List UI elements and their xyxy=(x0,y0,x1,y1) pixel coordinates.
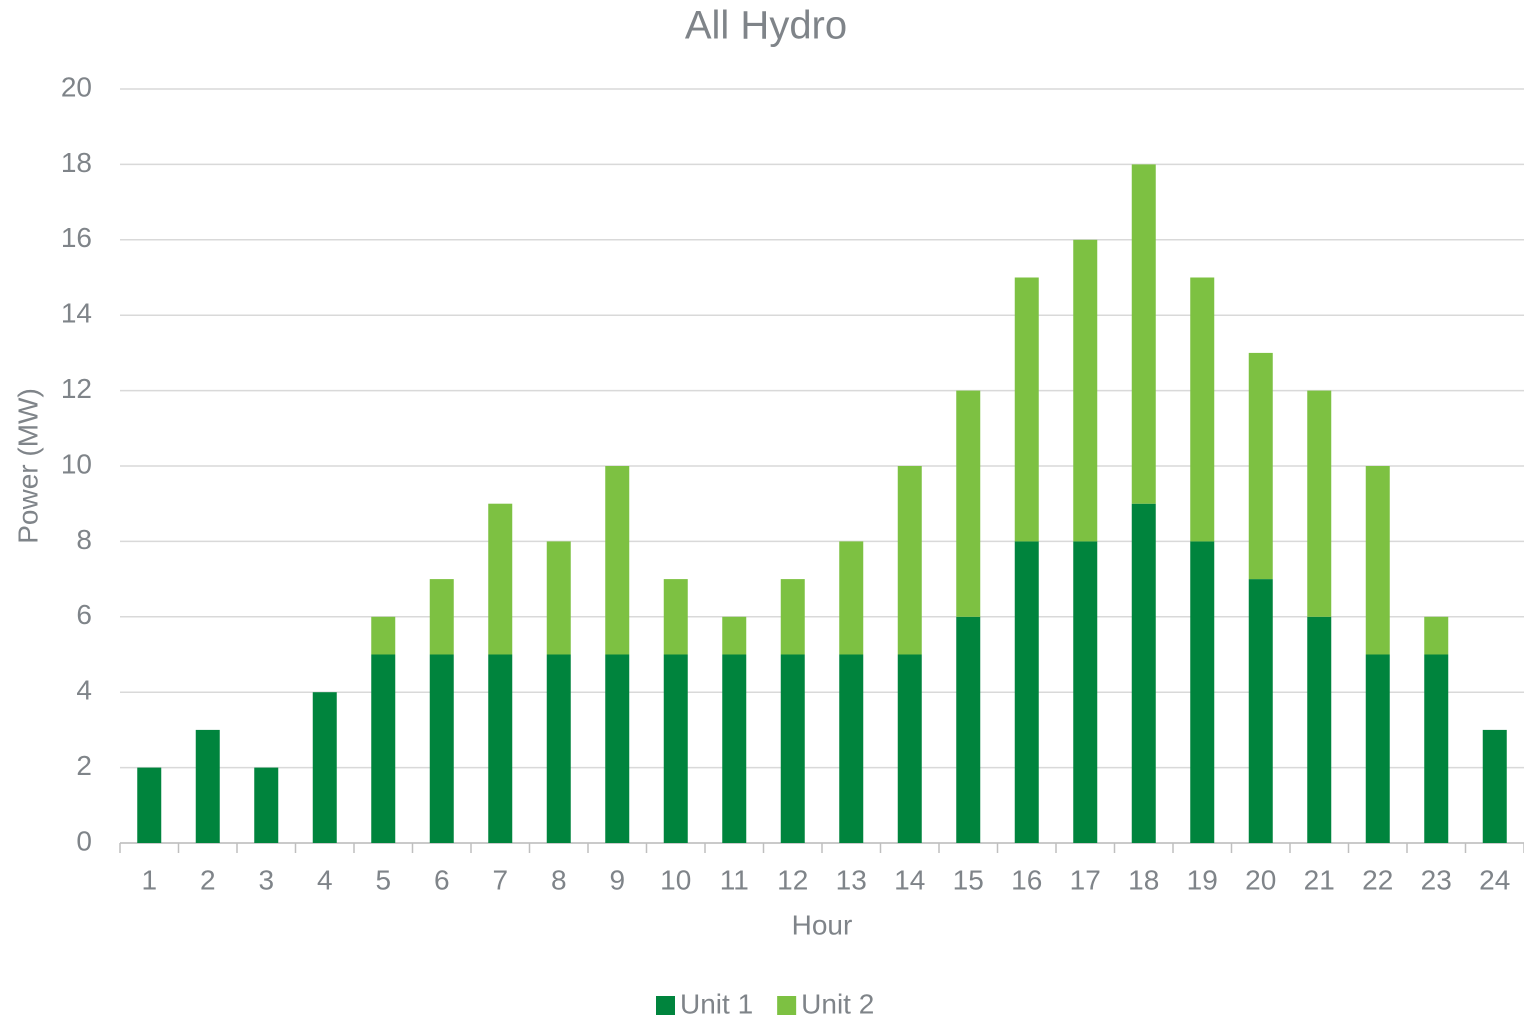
bar-segment xyxy=(722,654,747,843)
bar-segment xyxy=(254,767,279,843)
x-tick-label: 21 xyxy=(1304,864,1335,895)
bar-segment xyxy=(839,654,864,843)
x-tick-label: 9 xyxy=(609,864,625,895)
bar-segment xyxy=(722,616,747,655)
y-tick-label: 8 xyxy=(76,524,92,555)
x-tick-label: 10 xyxy=(660,864,691,895)
bar-segment xyxy=(1482,729,1507,843)
x-tick-label: 17 xyxy=(1070,864,1101,895)
bar-segment xyxy=(605,466,630,655)
x-tick-label: 20 xyxy=(1245,864,1276,895)
x-axis-label: Hour xyxy=(792,909,853,940)
bar-segment xyxy=(429,579,454,655)
bar-segment xyxy=(429,654,454,843)
y-tick-label: 16 xyxy=(61,222,92,253)
bar-segment xyxy=(956,616,981,843)
x-tick-label: 16 xyxy=(1011,864,1042,895)
chart-title: All Hydro xyxy=(685,4,847,48)
bar-segment xyxy=(312,692,337,843)
bar-segment xyxy=(1190,541,1215,843)
bar-segment xyxy=(488,654,513,843)
bar-segment xyxy=(1014,277,1039,542)
x-tick-label: 7 xyxy=(492,864,508,895)
x-tick-label: 4 xyxy=(317,864,333,895)
bar-segment xyxy=(1248,352,1273,580)
bar-segment xyxy=(1131,503,1156,843)
bar-segment xyxy=(1365,466,1390,655)
bar-segment xyxy=(1014,541,1039,843)
bar-segment xyxy=(546,541,571,655)
bar-segment xyxy=(1365,654,1390,843)
bar-segment xyxy=(780,579,805,655)
y-tick-label: 4 xyxy=(76,675,92,706)
bar-segment xyxy=(137,767,162,843)
legend-swatch xyxy=(777,996,797,1015)
bar-segment xyxy=(1248,579,1273,843)
bar-segment xyxy=(956,390,981,617)
bar-segment xyxy=(371,654,396,843)
bar-segment xyxy=(839,541,864,655)
y-axis-label: Power (MW) xyxy=(12,388,43,544)
x-tick-label: 24 xyxy=(1479,864,1510,895)
bar-segment xyxy=(1190,277,1215,542)
bar-segment xyxy=(897,654,922,843)
y-tick-label: 0 xyxy=(76,825,92,856)
x-tick-label: 14 xyxy=(894,864,925,895)
bar-segment xyxy=(1424,654,1449,843)
x-tick-label: 23 xyxy=(1421,864,1452,895)
y-tick-label: 12 xyxy=(61,373,92,404)
bar-segment xyxy=(1424,616,1449,655)
x-tick-label: 12 xyxy=(777,864,808,895)
x-tick-label: 13 xyxy=(836,864,867,895)
bar-segment xyxy=(663,579,688,655)
y-tick-label: 18 xyxy=(61,147,92,178)
bar-segment xyxy=(897,466,922,655)
y-tick-label: 6 xyxy=(76,599,92,630)
x-tick-label: 1 xyxy=(141,864,157,895)
legend-label: Unit 1 xyxy=(680,988,753,1018)
legend-label: Unit 2 xyxy=(801,988,874,1018)
y-tick-label: 20 xyxy=(61,71,92,102)
bar-segment xyxy=(1307,390,1332,617)
bar-segment xyxy=(546,654,571,843)
bar-segment xyxy=(780,654,805,843)
y-tick-label: 10 xyxy=(61,448,92,479)
bar-segment xyxy=(1073,541,1098,843)
bar-segment xyxy=(1307,616,1332,843)
x-tick-label: 3 xyxy=(258,864,274,895)
x-tick-label: 22 xyxy=(1362,864,1393,895)
bar-segment xyxy=(488,503,513,655)
bar-segment xyxy=(663,654,688,843)
x-tick-label: 5 xyxy=(375,864,391,895)
x-tick-label: 8 xyxy=(551,864,567,895)
bar-segment xyxy=(1073,239,1098,542)
legend-swatch xyxy=(656,996,675,1015)
x-tick-label: 19 xyxy=(1187,864,1218,895)
y-tick-label: 2 xyxy=(76,750,92,781)
x-tick-label: 2 xyxy=(200,864,216,895)
x-tick-label: 18 xyxy=(1128,864,1159,895)
x-tick-label: 11 xyxy=(720,864,749,895)
bar-segment xyxy=(1131,164,1156,504)
x-tick-label: 15 xyxy=(953,864,984,895)
bar-segment xyxy=(371,616,396,655)
bar-segment xyxy=(195,729,220,843)
x-tick-label: 6 xyxy=(434,864,450,895)
bar-segment xyxy=(605,654,630,843)
y-tick-label: 14 xyxy=(61,298,92,329)
